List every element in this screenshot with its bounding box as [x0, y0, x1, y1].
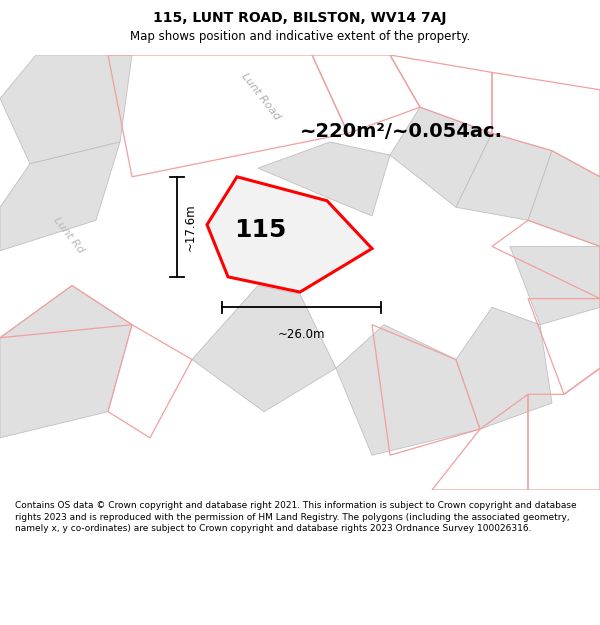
Polygon shape: [336, 325, 480, 455]
Polygon shape: [528, 151, 600, 246]
Polygon shape: [192, 286, 336, 412]
Polygon shape: [456, 308, 552, 429]
Text: 115, LUNT ROAD, BILSTON, WV14 7AJ: 115, LUNT ROAD, BILSTON, WV14 7AJ: [153, 11, 447, 25]
Text: ~26.0m: ~26.0m: [278, 328, 325, 341]
Text: Contains OS data © Crown copyright and database right 2021. This information is : Contains OS data © Crown copyright and d…: [15, 501, 577, 533]
Polygon shape: [258, 142, 390, 216]
Text: Lunt Rd: Lunt Rd: [52, 216, 86, 256]
Polygon shape: [456, 133, 552, 220]
Polygon shape: [0, 286, 132, 438]
Text: 115: 115: [235, 218, 287, 242]
Polygon shape: [207, 177, 372, 292]
Polygon shape: [510, 246, 600, 325]
Polygon shape: [0, 142, 120, 251]
Text: Map shows position and indicative extent of the property.: Map shows position and indicative extent…: [130, 30, 470, 43]
Polygon shape: [390, 107, 492, 208]
Text: ~220m²/~0.054ac.: ~220m²/~0.054ac.: [300, 122, 503, 141]
Text: ~17.6m: ~17.6m: [184, 203, 197, 251]
Text: Lunt Road: Lunt Road: [239, 71, 283, 122]
Polygon shape: [0, 55, 132, 164]
